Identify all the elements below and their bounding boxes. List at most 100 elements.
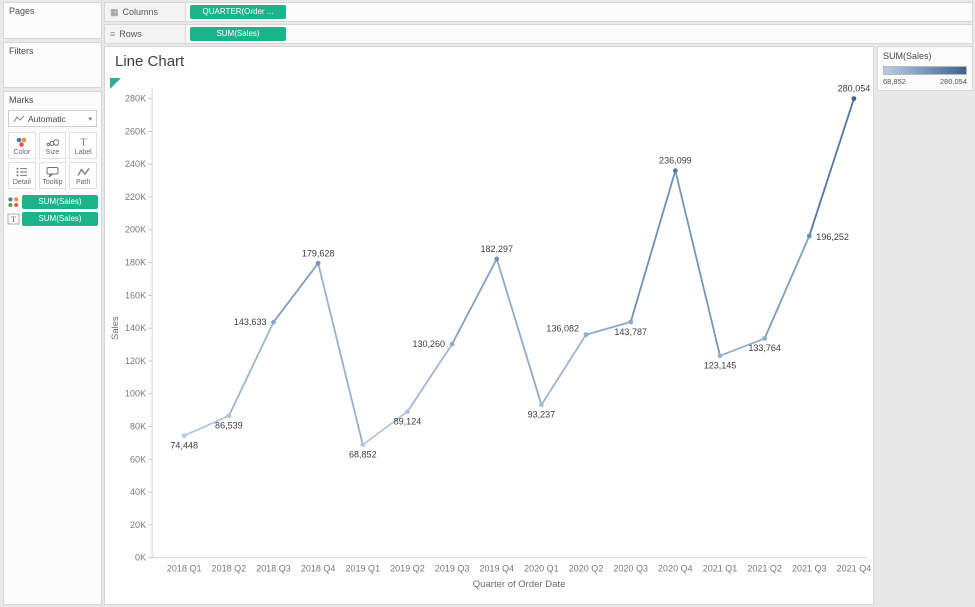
svg-text:Sales: Sales <box>110 316 121 340</box>
svg-text:2019 Q2: 2019 Q2 <box>390 564 425 574</box>
svg-text:123,145: 123,145 <box>704 361 737 371</box>
marks-pill-sum-sales-color[interactable]: SUM(Sales) <box>22 195 98 209</box>
mark-type-dropdown[interactable]: Automatic ▾ <box>8 110 97 127</box>
chart-title: Line Chart <box>115 53 185 70</box>
marks-pill-sum-sales-label[interactable]: SUM(Sales) <box>22 212 98 226</box>
columns-shelf: ▦ Columns QUARTER(Order ... <box>104 2 973 22</box>
svg-text:2021 Q1: 2021 Q1 <box>703 564 738 574</box>
pages-title: Pages <box>9 6 35 16</box>
color-button[interactable]: Color <box>8 132 36 159</box>
tooltip-icon <box>46 166 59 177</box>
line-mark-icon <box>13 115 25 122</box>
sheet-corner-icon <box>110 78 121 89</box>
rows-shelf-label: ≡ Rows <box>104 24 186 44</box>
chevron-down-icon: ▾ <box>88 115 92 123</box>
color-icon <box>17 137 27 147</box>
color-legend[interactable]: SUM(Sales) 68,852 280,054 <box>877 46 973 91</box>
marks-panel: Marks Automatic ▾ Color Size T Label <box>3 91 102 605</box>
left-panel: Pages Filters Marks Automatic ▾ Color Si… <box>0 0 104 607</box>
svg-text:89,124: 89,124 <box>394 416 422 426</box>
size-button[interactable]: Size <box>38 132 67 159</box>
svg-text:200K: 200K <box>125 225 146 235</box>
label-mark-icon: T <box>7 213 20 225</box>
svg-text:T: T <box>11 214 17 224</box>
svg-text:140K: 140K <box>125 323 146 333</box>
svg-text:86,539: 86,539 <box>215 421 243 431</box>
detail-button[interactable]: Detail <box>8 162 36 189</box>
svg-text:179,628: 179,628 <box>302 248 335 258</box>
svg-text:Quarter of Order Date: Quarter of Order Date <box>473 579 566 590</box>
svg-text:0K: 0K <box>135 553 146 563</box>
svg-text:2020 Q2: 2020 Q2 <box>569 564 604 574</box>
path-icon <box>77 167 90 176</box>
tooltip-button[interactable]: Tooltip <box>38 162 67 189</box>
line-chart[interactable]: 0K 20K 40K 60K 80K 100K 120K 140K 160K 180K 200K 22… <box>105 75 873 604</box>
svg-text:93,237: 93,237 <box>528 410 556 420</box>
svg-text:236,099: 236,099 <box>659 156 692 166</box>
svg-text:2018 Q2: 2018 Q2 <box>212 564 247 574</box>
svg-text:160K: 160K <box>125 290 146 300</box>
svg-text:2020 Q4: 2020 Q4 <box>658 564 693 574</box>
svg-text:100K: 100K <box>125 389 146 399</box>
legend-max-value: 280,054 <box>939 77 967 86</box>
columns-pill-quarter-order-date[interactable]: QUARTER(Order ... <box>190 5 286 19</box>
label-button[interactable]: T Label <box>69 132 97 159</box>
marks-label-pill-row: T SUM(Sales) <box>7 212 98 226</box>
svg-text:2021 Q4: 2021 Q4 <box>837 564 872 574</box>
svg-text:143,787: 143,787 <box>614 327 647 337</box>
svg-text:2018 Q4: 2018 Q4 <box>301 564 336 574</box>
svg-text:2019 Q4: 2019 Q4 <box>479 564 514 574</box>
columns-shelf-label: ▦ Columns <box>104 2 186 22</box>
legend-gradient <box>883 66 967 75</box>
svg-text:2018 Q1: 2018 Q1 <box>167 564 202 574</box>
columns-icon: ▦ <box>110 6 119 17</box>
svg-text:68,852: 68,852 <box>349 450 377 460</box>
svg-text:120K: 120K <box>125 356 146 366</box>
svg-text:2019 Q1: 2019 Q1 <box>346 564 381 574</box>
rows-icon: ≡ <box>110 29 116 39</box>
worksheet: Line Chart 0K 20K 40K 60K 80K 100K 120K 140K 160… <box>104 46 874 605</box>
marks-title: Marks <box>9 95 34 105</box>
svg-text:180K: 180K <box>125 258 146 268</box>
content-row: Line Chart 0K 20K 40K 60K 80K 100K 120K 140K 160… <box>104 46 973 605</box>
svg-text:2020 Q3: 2020 Q3 <box>613 564 648 574</box>
svg-text:2020 Q1: 2020 Q1 <box>524 564 559 574</box>
svg-text:280,054: 280,054 <box>838 84 871 94</box>
svg-text:240K: 240K <box>125 159 146 169</box>
filters-shelf[interactable]: Filters <box>3 42 102 88</box>
svg-text:143,633: 143,633 <box>234 317 267 327</box>
columns-shelf-body[interactable]: QUARTER(Order ... <box>186 2 973 22</box>
svg-text:80K: 80K <box>130 422 146 432</box>
marks-color-pill-row: SUM(Sales) <box>7 195 98 209</box>
size-icon <box>46 138 59 146</box>
rows-pill-sum-sales[interactable]: SUM(Sales) <box>190 27 286 41</box>
svg-text:T: T <box>80 137 86 148</box>
color-mark-icon <box>8 197 19 207</box>
legend-title: SUM(Sales) <box>883 51 932 61</box>
label-icon: T <box>80 137 86 148</box>
pages-shelf[interactable]: Pages <box>3 2 102 39</box>
path-button[interactable]: Path <box>69 162 97 189</box>
svg-text:60K: 60K <box>130 454 146 464</box>
svg-text:2018 Q3: 2018 Q3 <box>256 564 291 574</box>
svg-text:133,764: 133,764 <box>748 343 781 353</box>
sheet-area: ▦ Columns QUARTER(Order ... ≡ Rows SUM(S… <box>104 0 975 607</box>
legend-min-value: 68,852 <box>883 77 906 86</box>
svg-text:74,448: 74,448 <box>170 441 198 451</box>
legend-range-labels: 68,852 280,054 <box>883 77 967 86</box>
marks-buttons: Color Size T Label Detail Tooltip <box>8 132 97 189</box>
svg-text:2021 Q3: 2021 Q3 <box>792 564 827 574</box>
filters-title: Filters <box>9 46 34 56</box>
detail-icon <box>16 167 28 176</box>
rows-shelf-body[interactable]: SUM(Sales) <box>186 24 973 44</box>
svg-text:20K: 20K <box>130 520 146 530</box>
svg-text:280K: 280K <box>125 94 146 104</box>
svg-text:130,260: 130,260 <box>412 339 445 349</box>
svg-text:2021 Q2: 2021 Q2 <box>747 564 782 574</box>
svg-text:260K: 260K <box>125 126 146 136</box>
svg-text:136,082: 136,082 <box>546 324 579 334</box>
svg-text:2019 Q3: 2019 Q3 <box>435 564 470 574</box>
rows-shelf: ≡ Rows SUM(Sales) <box>104 24 973 44</box>
svg-text:196,252: 196,252 <box>816 232 849 242</box>
